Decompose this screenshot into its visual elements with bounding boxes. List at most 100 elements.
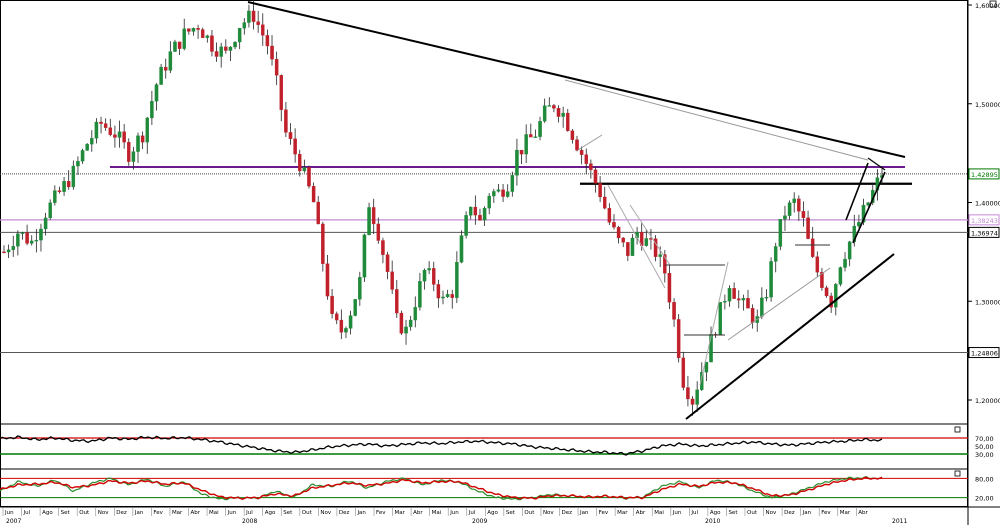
candle-body <box>159 66 163 85</box>
candle-body <box>113 134 117 138</box>
candle-body <box>607 207 612 223</box>
candle-body <box>686 387 690 400</box>
candle-body <box>210 35 214 52</box>
x-month-label: Abr <box>413 510 423 516</box>
y-tick-label: 1,60000 <box>975 2 1000 10</box>
candle-body <box>205 35 210 38</box>
price-label: 1,38243 <box>971 217 998 225</box>
candle-body <box>602 196 607 209</box>
candle-body <box>34 239 39 242</box>
x-month-label: Dez <box>784 510 795 516</box>
x-month-label: Mai <box>209 510 219 516</box>
candle-body <box>723 301 727 303</box>
candle-body <box>575 139 579 151</box>
candle-body <box>764 296 769 299</box>
x-month-label: Nov <box>320 510 331 516</box>
channel-line <box>629 204 671 266</box>
candle-body <box>857 222 861 227</box>
candle-body <box>122 131 126 143</box>
candle-body <box>441 296 445 299</box>
candle-body <box>358 277 362 300</box>
x-month-label: Abr <box>191 510 201 516</box>
x-month-label: Set <box>506 510 516 516</box>
x-month-label: Jun <box>227 510 237 516</box>
candle-body <box>344 328 348 333</box>
candle-body <box>76 161 80 167</box>
candle-body <box>556 108 561 117</box>
candle-body <box>746 298 750 309</box>
y-tick-label: 1,50000 <box>975 101 1000 109</box>
x-month-label: Jan <box>579 510 589 516</box>
candle-body <box>381 240 385 255</box>
candle-body <box>182 28 186 49</box>
down-trendline <box>247 1 906 158</box>
x-month-label: Out <box>79 510 90 516</box>
x-month-label: Nov <box>98 510 109 516</box>
candle-body <box>773 246 778 262</box>
rsi-tick-label: 50,00 <box>975 443 994 451</box>
x-month-label: Mar <box>617 510 628 516</box>
y-tick-label: 1,30000 <box>975 298 1000 306</box>
candle-body <box>224 46 228 51</box>
candle-body <box>371 207 376 225</box>
candle-body <box>616 226 621 239</box>
candle-body <box>621 237 625 243</box>
candle-body <box>667 273 672 303</box>
candle-body <box>233 41 237 48</box>
x-month-label: Ago <box>710 510 721 516</box>
x-month-label: Jul <box>690 510 698 516</box>
candle-body <box>570 130 575 140</box>
candle-body <box>311 186 316 203</box>
candle-body <box>404 326 408 334</box>
candle-body <box>709 334 713 363</box>
candle-body <box>445 294 450 298</box>
candle-body <box>750 308 755 323</box>
candle-body <box>473 206 478 216</box>
candle-body <box>524 134 528 155</box>
candle-body <box>538 121 542 137</box>
candle-body <box>700 372 704 390</box>
x-month-label: Nov <box>766 510 777 516</box>
candle-body <box>173 41 177 52</box>
rsi-panel <box>0 435 968 456</box>
x-month-label: Jul <box>245 510 253 516</box>
candle-body <box>330 295 334 314</box>
candle-body <box>519 149 524 155</box>
candle-body <box>219 46 223 57</box>
candle-body <box>792 198 796 203</box>
x-month-label: Mar <box>172 510 183 516</box>
candle-body <box>274 58 279 76</box>
candle-body <box>450 294 454 298</box>
candle-body <box>362 234 367 278</box>
candle-body <box>71 165 76 188</box>
candle-body <box>237 28 242 43</box>
y-tick-label: 1,20000 <box>975 397 1000 405</box>
x-month-label: Jan <box>802 510 812 516</box>
x-month-label: Dez <box>339 510 350 516</box>
x-month-label: Fev <box>376 510 386 516</box>
candle-body <box>861 204 866 223</box>
candle-body <box>270 45 274 60</box>
candle-body <box>279 75 284 110</box>
candle-body <box>108 127 113 135</box>
candle-body <box>187 28 191 32</box>
x-month-label: Jun <box>672 510 682 516</box>
candle-body <box>57 190 62 192</box>
candle-body <box>672 302 676 320</box>
trendlines <box>247 1 906 420</box>
x-month-label: Dez <box>562 510 573 516</box>
candle-body <box>778 219 783 247</box>
candle-body <box>242 22 247 29</box>
candle-body <box>478 214 482 221</box>
candle-body <box>769 261 773 298</box>
candle-body <box>561 112 565 117</box>
candle-body <box>464 215 468 236</box>
candle-body <box>760 297 764 317</box>
candle-body <box>196 28 200 30</box>
candle-body <box>787 202 792 216</box>
candle-body <box>297 153 302 172</box>
candle-body <box>247 10 251 23</box>
candle-body <box>131 151 136 162</box>
